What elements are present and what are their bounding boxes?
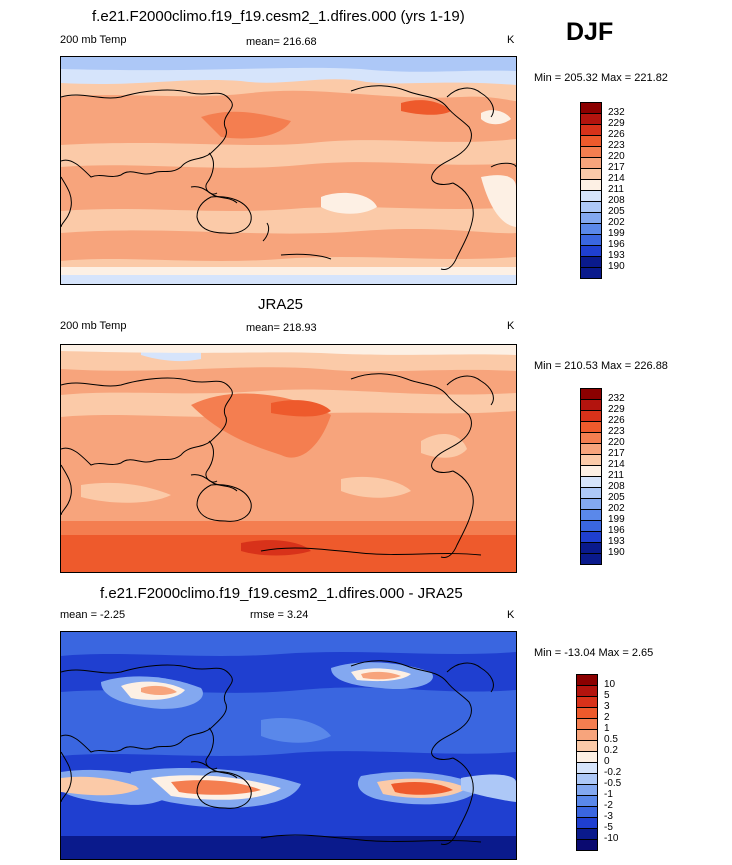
panel3-map [60,631,517,860]
cbar3-label-6: 0.2 [604,745,618,756]
cbar2-label-13: 193 [608,536,625,547]
panel1-minmax: Min = 205.32 Max = 221.82 [534,72,668,84]
cbar2-label-11: 199 [608,514,625,525]
season-label: DJF [566,18,614,46]
panel3-right-label: K [507,609,515,621]
cbar2-label-10: 202 [608,503,625,514]
cbar3-box-15 [576,839,598,851]
panel1-colorbar: 232 229 226 223 220 217 214 211 208 205 … [580,102,640,282]
panel2-center-label: mean= 218.93 [246,322,317,334]
cbar2-label-8: 208 [608,481,625,492]
panel3-minmax: Min = -13.04 Max = 2.65 [534,647,654,659]
panel3-title: f.e21.F2000climo.f19_f19.cesm2_1.dfires.… [100,585,463,602]
cbar2-label-5: 217 [608,448,625,459]
cbar3-label-11: -2 [604,800,613,811]
cbar2-label-3: 223 [608,426,625,437]
cbar3-label-10: -1 [604,789,613,800]
cbar1-label-2: 226 [608,129,625,140]
cbar1-label-6: 214 [608,173,625,184]
cbar1-label-8: 208 [608,195,625,206]
cbar2-label-6: 214 [608,459,625,470]
cbar1-label-14: 190 [608,261,625,272]
cbar3-label-2: 3 [604,701,610,712]
panel2-right-label: K [507,320,515,332]
cbar1-box-15 [580,267,602,279]
cbar3-label-9: -0.5 [604,778,622,789]
panel1-right-label: K [507,34,515,46]
cbar1-label-4: 220 [608,151,625,162]
cbar2-label-4: 220 [608,437,625,448]
cbar3-label-14: -10 [604,833,619,844]
cbar1-label-9: 205 [608,206,625,217]
cbar2-box-15 [580,553,602,565]
panel1-map [60,56,517,285]
panel3-center-label: rmse = 3.24 [250,609,309,621]
cbar3-label-12: -3 [604,811,613,822]
cbar2-label-9: 205 [608,492,625,503]
panel2-left-label: 200 mb Temp [60,320,127,332]
cbar3-label-8: -0.2 [604,767,622,778]
cbar3-label-5: 0.5 [604,734,618,745]
cbar3-label-4: 1 [604,723,610,734]
cbar1-label-1: 229 [608,118,625,129]
panel2-minmax: Min = 210.53 Max = 226.88 [534,360,668,372]
cbar2-label-0: 232 [608,393,625,404]
cbar2-label-2: 226 [608,415,625,426]
panel3-colorbar: 10 5 3 2 1 0.5 0.2 0 -0.2 -0.5 -1 -2 -3 … [576,674,636,854]
cbar2-label-7: 211 [608,470,624,481]
panel3-left-label: mean = -2.25 [60,609,126,621]
cbar2-label-14: 190 [608,547,625,558]
cbar3-label-7: 0 [604,756,610,767]
cbar3-label-0: 10 [604,679,616,690]
cbar1-label-3: 223 [608,140,625,151]
panel2-map [60,344,517,573]
panel2-title: JRA25 [258,296,304,313]
panel1-left-label: 200 mb Temp [60,34,127,46]
cbar1-label-10: 202 [608,217,625,228]
panel1-title: f.e21.F2000climo.f19_f19.cesm2_1.dfires.… [92,8,465,25]
cbar3-label-1: 5 [604,690,610,701]
cbar3-label-13: -5 [604,822,613,833]
cbar1-label-7: 211 [608,184,624,195]
cbar1-label-5: 217 [608,162,625,173]
panel2-colorbar: 232 229 226 223 220 217 214 211 208 205 … [580,388,640,568]
cbar1-label-0: 232 [608,107,625,118]
cbar1-label-11: 199 [608,228,625,239]
cbar3-label-3: 2 [604,712,610,723]
cbar2-label-12: 196 [608,525,625,536]
panel1-center-label: mean= 216.68 [246,36,317,48]
cbar1-label-12: 196 [608,239,625,250]
cbar2-label-1: 229 [608,404,625,415]
cbar1-label-13: 193 [608,250,625,261]
